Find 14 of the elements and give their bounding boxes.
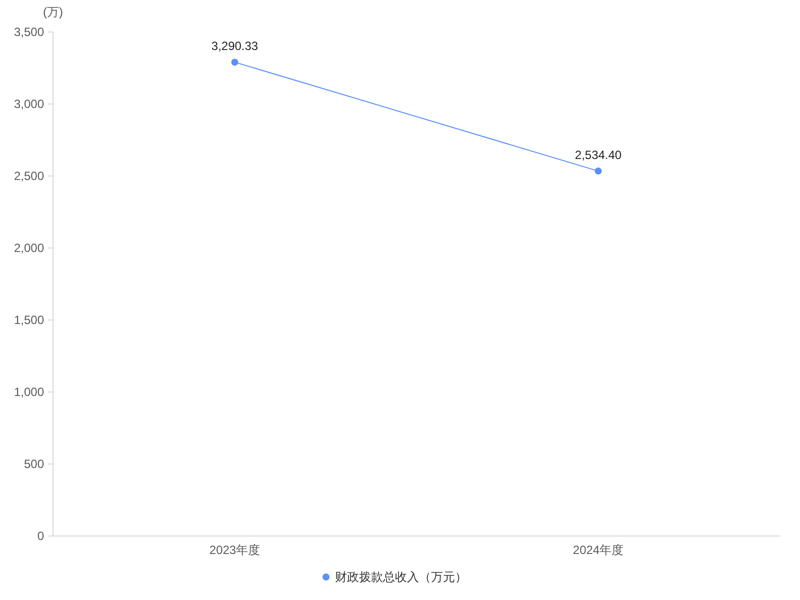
y-tick-label: 1,000 bbox=[14, 385, 44, 399]
y-tick-label: 2,500 bbox=[14, 169, 44, 183]
y-tick-label: 3,500 bbox=[14, 25, 44, 39]
y-tick-label: 2,000 bbox=[14, 241, 44, 255]
data-label: 3,290.33 bbox=[211, 39, 258, 54]
x-tick-label: 2023年度 bbox=[209, 543, 260, 557]
y-tick-label: 3,000 bbox=[14, 97, 44, 111]
legend-label: 财政拨款总收入（万元） bbox=[335, 570, 467, 584]
y-tick-label: 0 bbox=[37, 529, 44, 543]
data-label: 2,534.40 bbox=[574, 148, 622, 162]
y-tick-label: 1,500 bbox=[14, 313, 44, 327]
y-tick-label: 500 bbox=[24, 457, 44, 471]
x-tick-label: 2024年度 bbox=[572, 543, 624, 557]
y-axis-title: (万) bbox=[43, 5, 63, 19]
